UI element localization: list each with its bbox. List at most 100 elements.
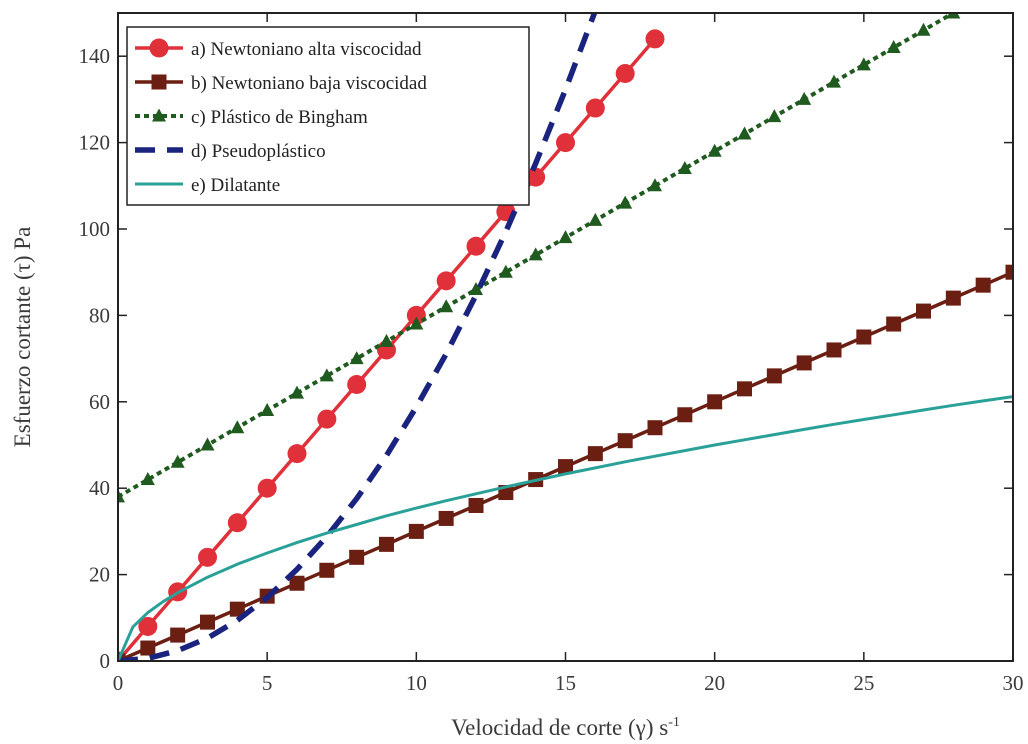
data-point [349,351,364,365]
data-point [379,333,394,347]
data-point [469,281,483,295]
data-point [766,368,782,384]
x-axis-title-main: Velocidad de corte (γ) s [451,715,668,740]
legend-label: e) Dilatante [191,175,280,196]
data-point [767,109,782,123]
data-point [826,342,842,358]
data-point [468,497,484,513]
data-point [349,549,365,565]
data-point [498,264,513,278]
data-point [200,614,215,630]
data-point [230,420,245,434]
data-point [737,381,752,397]
series-line [118,13,598,661]
y-tick-label: 80 [89,303,110,327]
data-point [585,98,605,118]
series-4 [118,13,598,661]
data-point [975,277,991,293]
data-point [200,437,215,451]
data-point [526,167,546,187]
data-point [118,653,126,661]
data-point [707,394,723,410]
legend: a) Newtoniano alta viscocidad b) Newtonia… [126,26,530,206]
data-point [152,108,166,122]
data-point [615,63,635,83]
data-point [140,640,156,656]
y-tick-label: 120 [79,131,111,155]
data-point [436,271,456,291]
legend-label: d) Pseudoplástico [191,141,326,162]
x-tick-label: 0 [113,671,124,695]
data-point [556,133,575,153]
data-point [856,329,872,345]
data-point [645,29,665,49]
data-point [408,523,424,539]
legend-label: b) Newtoniano baja viscocidad [191,73,427,94]
data-point [317,409,337,429]
x-tick-label: 5 [262,671,273,695]
y-tick-label: 100 [79,217,111,241]
data-point [945,290,961,306]
x-axis-title-superscript: -1 [668,715,680,730]
legend-box [126,26,530,206]
series-line [118,13,955,499]
data-point [1005,264,1013,280]
data-point [140,472,155,486]
series-3 [118,13,961,503]
data-point [438,510,454,526]
data-point [647,420,663,436]
data-point [946,13,961,19]
data-point [409,316,424,330]
data-point [149,38,169,58]
data-point [916,22,931,36]
series-5 [118,395,1013,661]
data-point [198,547,217,567]
data-point [229,601,245,617]
y-tick-label: 40 [89,476,110,500]
data-point [260,402,275,416]
data-point [289,575,305,591]
data-point [151,74,167,90]
data-point [170,627,186,643]
legend-item: a) Newtoniano alta viscocidad [135,38,422,60]
legend-label: a) Newtoniano alta viscocidad [191,39,422,60]
series-2 [118,264,1013,661]
data-point [528,247,543,261]
data-point [588,212,603,226]
data-point [587,446,603,462]
data-point [227,513,247,533]
data-point [618,195,633,209]
x-tick-label: 15 [555,671,576,695]
legend-item: b) Newtoniano baja viscocidad [135,73,427,94]
legend-label: c) Plástico de Bingham [191,107,368,128]
data-point [290,385,304,399]
y-axis-title: Esfuerzo cortante (τ) Pa [10,227,35,448]
legend-item: d) Pseudoplástico [135,141,326,162]
ticks-layer: 0 5 10 15 20 25 30 0 20 40 60 80 100 120 140 [79,13,1024,695]
y-tick-label: 20 [89,563,110,587]
data-point [797,91,812,105]
data-point [170,454,185,468]
data-point [379,536,394,552]
data-point [796,355,812,371]
data-point [257,478,277,498]
x-tick-label: 20 [704,671,725,695]
legend-item: e) Dilatante [135,175,280,196]
x-tick-label: 30 [1003,671,1024,695]
y-tick-label: 140 [79,44,111,68]
series-line [118,395,1013,661]
legend-item: c) Plástico de Bingham [135,107,368,128]
data-point [558,230,573,244]
series-layer [118,13,1013,661]
data-point [886,316,902,332]
data-point [319,562,335,578]
data-point [916,303,931,319]
data-point [439,299,454,313]
data-point [406,305,426,325]
data-point [347,375,367,395]
data-point [886,40,901,54]
y-tick-label: 0 [100,649,111,673]
data-point [856,57,871,71]
data-point [138,616,158,636]
data-point [677,161,692,175]
